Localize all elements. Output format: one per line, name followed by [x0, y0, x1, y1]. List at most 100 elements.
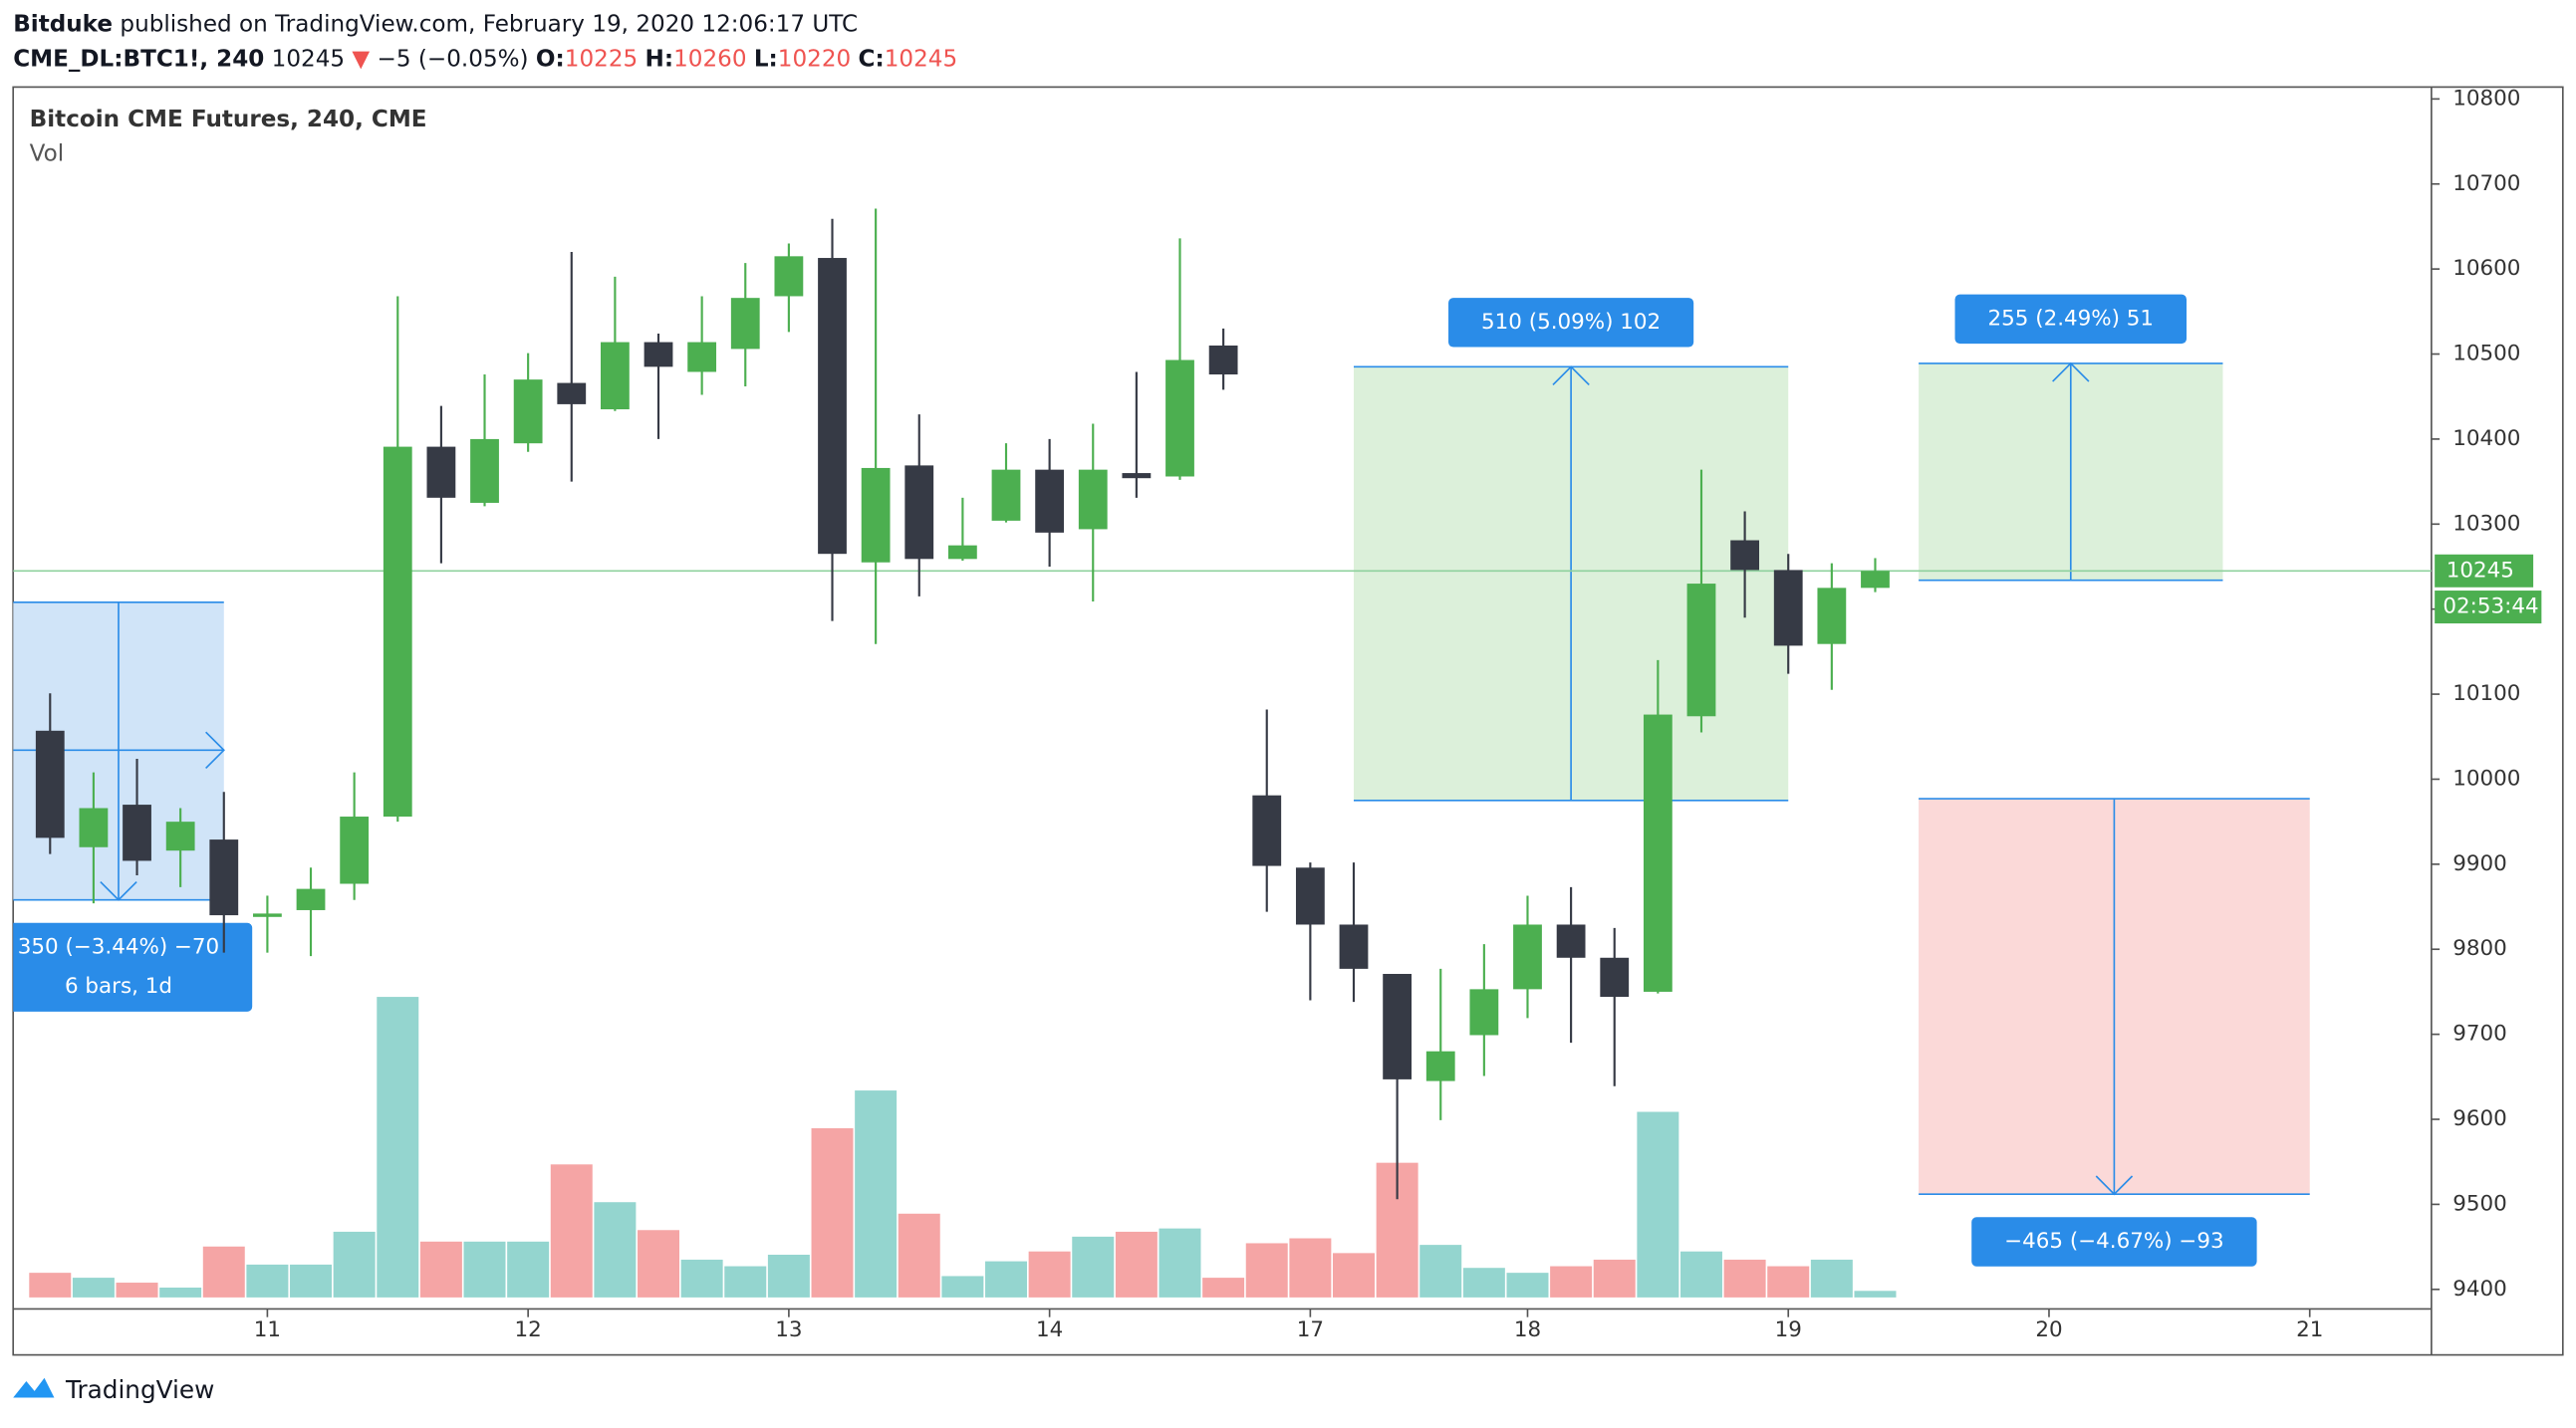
last-price-label: 10245: [2447, 558, 2514, 583]
change-arrow: ▼: [352, 46, 370, 72]
y-tick-label: 10800: [2452, 86, 2520, 111]
volume-bar: [1637, 1111, 1679, 1298]
volume-bar: [72, 1278, 115, 1298]
volume-label: Vol: [30, 141, 65, 167]
volume-bar: [898, 1213, 940, 1298]
candle-body: [1513, 924, 1542, 990]
volume-bar: [1419, 1245, 1462, 1298]
volume-bar: [1593, 1259, 1636, 1298]
x-tick-label: 18: [1514, 1317, 1541, 1342]
volume-bar: [1723, 1259, 1766, 1298]
symbol: CME_DL:BTC1!, 240: [13, 46, 264, 72]
volume-bar: [941, 1276, 984, 1298]
ohlc-key: C:: [859, 46, 885, 72]
volume-bar: [767, 1255, 810, 1298]
change-pct: (−0.05%): [418, 46, 529, 72]
y-tick-label: 9400: [2452, 1277, 2507, 1302]
candle-body: [426, 446, 456, 498]
last-price: 10245: [272, 46, 345, 72]
volume-bar: [1550, 1266, 1593, 1298]
last-price-box: [2435, 554, 2534, 588]
candle-body: [1165, 359, 1194, 477]
arrow-head: [1552, 365, 1590, 386]
candle-body: [79, 808, 109, 847]
ohlc-value: 10260: [673, 46, 746, 72]
candle-body: [1600, 957, 1630, 998]
ohlc-value: 10220: [778, 46, 851, 72]
volume-bar: [159, 1287, 202, 1298]
measure-label: −465 (−4.67%) −93: [2004, 1229, 2223, 1254]
candle-body: [513, 379, 543, 444]
measure-label-box: [1954, 294, 2188, 345]
volume-bar: [1679, 1251, 1722, 1298]
candle-body: [165, 822, 195, 851]
published: published on TradingView.com, February 1…: [120, 11, 858, 37]
candle-body: [340, 817, 370, 884]
x-tick-label: 11: [254, 1317, 281, 1342]
plot-area: 510 (5.09%) 102 255 (2.49%) 51 −465 (−4.67…: [13, 208, 2432, 1298]
volume-bar: [1159, 1228, 1201, 1298]
arrow-head: [2095, 1175, 2134, 1196]
arrow-head: [2052, 361, 2090, 382]
footer-brand: TradingView: [65, 1375, 214, 1404]
candle-body: [1339, 924, 1369, 969]
y-tick-label: 9900: [2452, 851, 2507, 876]
countdown-label: 02:53:44: [2443, 595, 2538, 619]
candle-body: [1556, 924, 1586, 958]
series-title: Bitcoin CME Futures, 240, CME: [30, 107, 427, 132]
x-tick-label: 21: [2296, 1317, 2323, 1342]
candle-body: [1643, 714, 1673, 992]
volume-bar: [377, 997, 419, 1298]
countdown-box: [2435, 591, 2542, 624]
candle-body: [1252, 795, 1282, 866]
volume-bar: [507, 1241, 550, 1298]
candle-body: [947, 545, 977, 560]
measure-tool: −465 (−4.67%) −93: [1919, 798, 2310, 1267]
y-tick-label: 10600: [2452, 256, 2520, 281]
candle-body: [253, 913, 282, 917]
x-tick-label: 12: [515, 1317, 542, 1342]
candle-body: [1295, 867, 1325, 925]
volume-bar: [116, 1283, 158, 1298]
candle-body: [861, 467, 891, 563]
symbol-line: CME_DL:BTC1!, 240 10245 ▼ −5 (−0.05%) O:…: [13, 46, 957, 72]
volume-bar: [1072, 1236, 1115, 1298]
volume-bar: [811, 1128, 854, 1298]
volume-bar: [638, 1230, 680, 1298]
ohlc-key: L:: [754, 46, 778, 72]
x-tick-label: 20: [2035, 1317, 2062, 1342]
volume-bar: [290, 1264, 333, 1298]
volume-bar: [202, 1246, 245, 1298]
volume-bar: [1767, 1266, 1810, 1298]
y-tick-label: 9700: [2452, 1022, 2507, 1047]
volume-bar: [855, 1090, 898, 1298]
volume-bar: [680, 1259, 723, 1298]
volume-bar: [550, 1164, 593, 1298]
volume-bar: [333, 1231, 376, 1298]
candle-body: [600, 342, 630, 410]
candle-body: [1208, 345, 1238, 375]
logo-icon: [13, 1377, 55, 1398]
y-tick-label: 10100: [2452, 681, 2520, 706]
candle-body: [1425, 1051, 1455, 1081]
header-line: Bitduke published on TradingView.com, Fe…: [13, 11, 858, 37]
measure-tool: 510 (5.09%) 102: [1353, 298, 1789, 802]
y-tick-label: 10500: [2452, 342, 2520, 366]
volume-bar: [1854, 1291, 1897, 1298]
volume-bar: [1462, 1268, 1505, 1298]
volume-bar: [985, 1261, 1027, 1298]
candle-body: [296, 888, 326, 910]
volume-bar: [724, 1266, 767, 1298]
ohlc-value: 10225: [565, 46, 638, 72]
candle-body: [557, 382, 587, 404]
y-tick-label: 10700: [2452, 171, 2520, 196]
candle-body: [123, 805, 151, 861]
candle-body: [730, 298, 760, 350]
volume-bar: [594, 1202, 637, 1298]
candle-body: [904, 465, 934, 560]
candle-body: [470, 438, 499, 503]
candle-body: [687, 342, 717, 372]
volume-bar: [1333, 1253, 1375, 1298]
candle-body: [644, 342, 673, 367]
